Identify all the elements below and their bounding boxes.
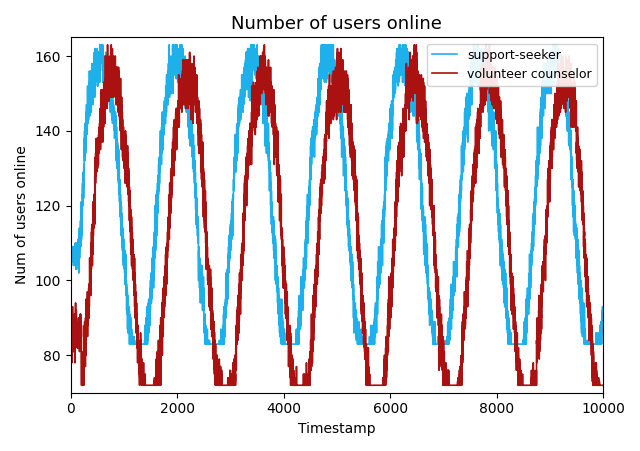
support-seeker [67,252,75,257]
volunteer counselor [122,154,129,160]
support-seeker [434,341,442,347]
support-seeker [122,270,129,276]
Line: support-seeker: support-seeker [71,45,603,344]
Line: volunteer counselor: volunteer counselor [71,45,603,385]
X-axis label: Timestamp: Timestamp [298,422,376,436]
volunteer counselor [378,382,385,388]
volunteer counselor [67,338,75,343]
volunteer counselor [434,312,442,317]
support-seeker [172,64,179,70]
volunteer counselor [172,132,179,137]
support-seeker [96,42,104,47]
support-seeker [574,244,582,249]
support-seeker [428,315,435,321]
volunteer counselor [574,136,582,141]
volunteer counselor [104,42,111,47]
volunteer counselor [428,207,435,212]
support-seeker [125,341,133,347]
volunteer counselor [599,382,607,388]
Title: Number of users online: Number of users online [232,15,442,33]
volunteer counselor [77,382,85,388]
Y-axis label: Num of users online: Num of users online [15,146,29,285]
support-seeker [378,222,385,227]
Legend: support-seeker, volunteer counselor: support-seeker, volunteer counselor [427,44,597,86]
support-seeker [599,308,607,313]
